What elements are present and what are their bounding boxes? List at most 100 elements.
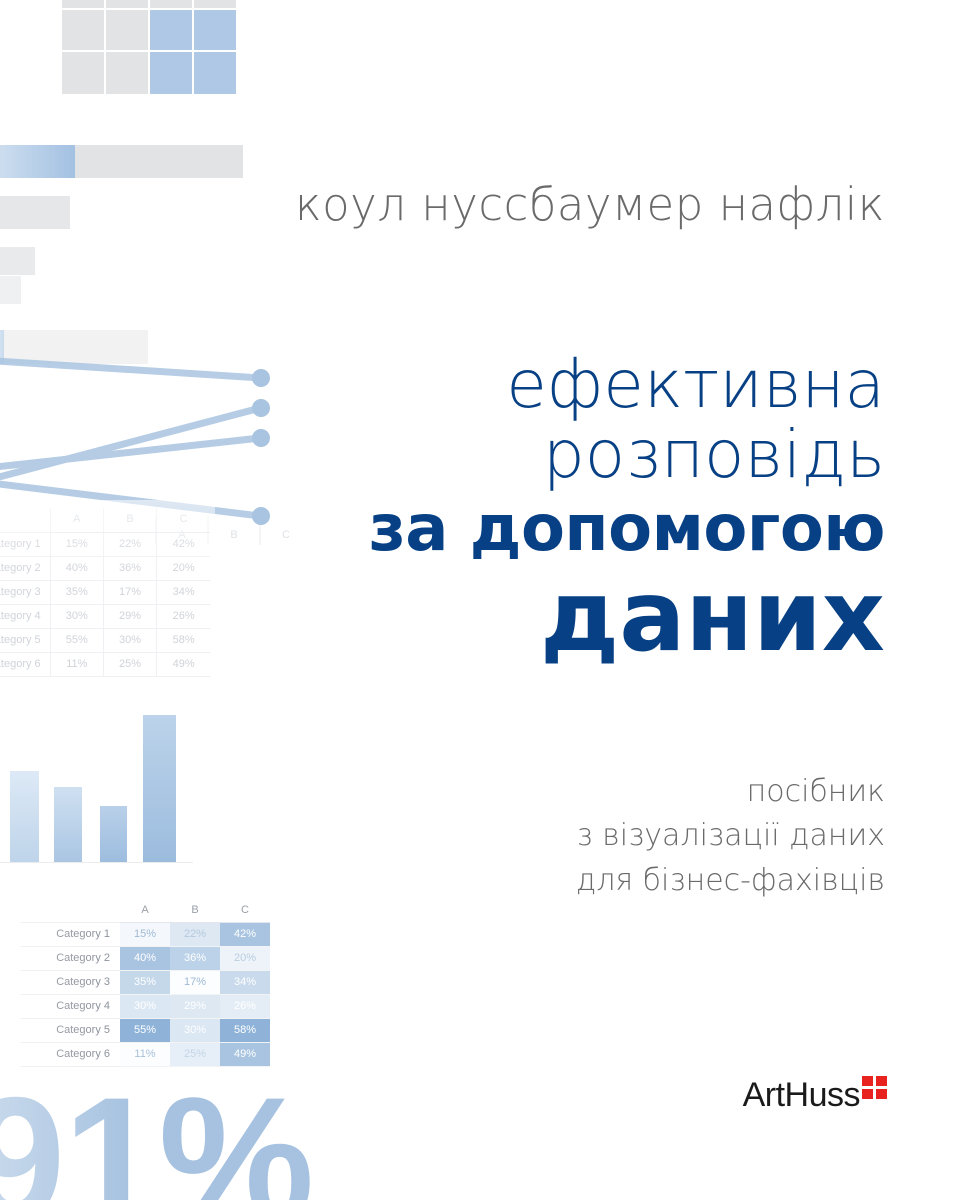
table-cell: 34% [220, 970, 270, 995]
table-cell: 42% [156, 532, 210, 557]
table-cell: 17% [170, 970, 220, 995]
title-line-3: за допомогою [368, 491, 886, 566]
table-row-label: Category 3 [0, 580, 51, 605]
table-cell: 36% [170, 946, 220, 971]
publisher-logo: ArtHuss [742, 1076, 888, 1114]
table-column-header: B [170, 898, 220, 923]
author-name: коул нуссбаумер нафлік [294, 178, 885, 231]
table-cell: 55% [120, 1018, 170, 1043]
grid-cell [106, 10, 148, 50]
table-row-label: Category 5 [20, 1018, 120, 1043]
bar [143, 715, 176, 862]
table-cell: 20% [220, 946, 270, 971]
big-percentage-number: 91% [0, 1062, 314, 1200]
table-row-label: Category 6 [20, 1042, 120, 1067]
table-column-header: C [156, 508, 210, 533]
grid-cell [62, 52, 104, 94]
slope-axis-label-c: C [282, 529, 290, 541]
title-line-4: даних [540, 560, 885, 675]
table-cell: 55% [49, 628, 104, 653]
bar [100, 806, 127, 862]
table-column-header: A [120, 898, 170, 923]
subtitle-line-1: посібник [746, 774, 885, 809]
table-row: Category 335%17%34% [0, 580, 210, 605]
grid-cell [150, 10, 192, 50]
table-row-label: Category 2 [0, 556, 51, 581]
slope-axis-label-b: B [230, 529, 237, 541]
horizontal-bar-value [0, 330, 4, 364]
horizontal-bar-remainder [4, 330, 148, 364]
table-row: Category 430%29%26% [0, 604, 210, 629]
table-cell: 34% [156, 580, 210, 605]
table-row-label: Category 1 [20, 922, 120, 947]
table-cell: 26% [156, 604, 210, 629]
table-cell: 22% [170, 922, 220, 947]
grid-cell [62, 0, 104, 8]
table-row-label: Category 6 [0, 652, 51, 677]
table-cell: 11% [49, 652, 104, 677]
table-cell: 35% [49, 580, 104, 605]
vertical-bar-chart [0, 700, 208, 868]
slopegraph: A B C [0, 357, 290, 545]
grid-cell [194, 10, 236, 50]
table-cell: 35% [120, 970, 170, 995]
table-corner-cell [0, 508, 51, 533]
table-column-header: B [102, 508, 157, 533]
table-row: Category 555%30%58% [0, 628, 210, 653]
table-row: Category 115%22%42% [0, 532, 210, 557]
arthuss-squares-icon [862, 1076, 888, 1100]
table-cell: 40% [120, 946, 170, 971]
book-subtitle: посібник з візуалізації даних для бізнес… [576, 770, 885, 903]
subtitle-line-2: з візуалізації даних [576, 818, 885, 854]
table-row-label: Category 3 [20, 970, 120, 995]
table-cell: 22% [102, 532, 157, 557]
grid-cell [194, 0, 236, 8]
table-cell: 26% [220, 994, 270, 1019]
table-row-label: Category 4 [0, 604, 51, 629]
table-cell: 40% [49, 556, 104, 581]
table-corner-cell [20, 898, 120, 923]
table-column-header: A [49, 508, 104, 533]
table-cell: 30% [120, 994, 170, 1019]
title-line-2: розповідь [542, 416, 885, 493]
title-line-1: ефективна [506, 346, 885, 423]
grid-cell [150, 0, 192, 8]
publisher-name: ArtHuss [742, 1076, 861, 1114]
heatmap-grid [62, 0, 238, 108]
grid-cell [194, 52, 236, 94]
table-cell: 36% [102, 556, 157, 581]
table-cell: 29% [170, 994, 220, 1019]
table-cell: 25% [170, 1042, 220, 1067]
table-row: Category 240%36%20% [0, 556, 210, 581]
data-table-plain: ABC Category 115%22%42%Category 240%36%2… [0, 508, 210, 677]
horizontal-bar-remainder [0, 196, 70, 229]
table-cell: 58% [156, 628, 210, 653]
subtitle-line-3: для бізнес-фахівців [575, 862, 885, 898]
table-cell: 30% [49, 604, 104, 629]
grid-cell [62, 10, 104, 50]
grid-cell [150, 52, 192, 94]
table-row-label: Category 1 [0, 532, 51, 557]
table-row-label: Category 5 [0, 628, 51, 653]
table-cell: 15% [120, 922, 170, 947]
table-row-label: Category 2 [20, 946, 120, 971]
grid-cell [106, 0, 148, 8]
table-cell: 25% [102, 652, 157, 677]
book-title: ефективна розповідь за допомогою даних [368, 346, 886, 675]
bar-chart-baseline [0, 862, 193, 863]
table-cell: 17% [102, 580, 157, 605]
table-row: Category 611%25%49% [0, 652, 210, 677]
table-cell: 58% [220, 1018, 270, 1043]
table-cell: 49% [156, 652, 210, 677]
table-cell: 11% [120, 1042, 170, 1067]
table-column-header: C [220, 898, 270, 923]
